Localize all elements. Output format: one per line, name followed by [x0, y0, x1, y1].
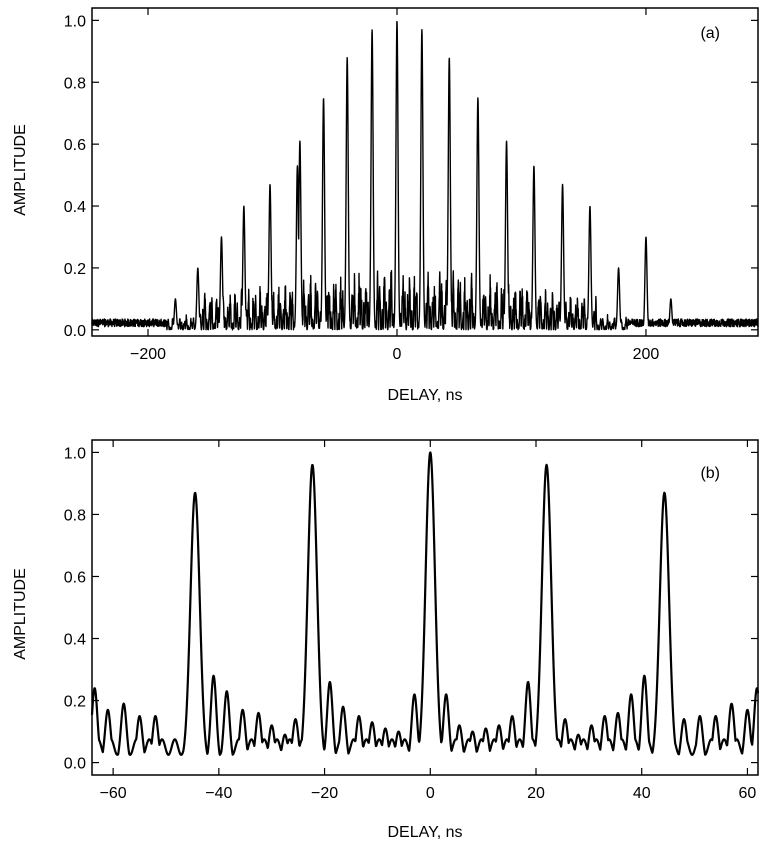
panel-a-ytick-label: 0.2 — [64, 261, 86, 278]
panel-a-plot — [91, 20, 759, 331]
panel-a-ytick-label: 1.0 — [64, 13, 86, 30]
panel-b-xtick-label: 40 — [633, 785, 651, 802]
panel-b-frame — [91, 439, 759, 776]
panel-a-label: (a) — [700, 25, 720, 42]
panel-b-xtick-label: 60 — [739, 785, 757, 802]
panel-a-xtick-label: −200 — [130, 346, 166, 363]
panel-a-ytick-label: 0.8 — [64, 75, 86, 92]
panel-a-ticks: −200 0 200 0.0 0.2 0.4 0.6 0.8 1.0 — [64, 8, 758, 363]
panel-b-ytick-label: 0.2 — [64, 694, 86, 711]
panel-a-xtick-label: 0 — [393, 346, 402, 363]
panel-a-xlabel: DELAY, ns — [387, 387, 462, 404]
panel-b-signal-line — [90, 451, 760, 756]
panel-a-ytick-label: 0.0 — [64, 323, 86, 340]
panel-a-ylabel: AMPLITUDE — [12, 124, 29, 216]
panel-b-ytick-label: 0.8 — [64, 507, 86, 524]
panel-b-plot — [90, 451, 760, 756]
panel-b-xtick-label: 0 — [426, 785, 435, 802]
panel-b-ytick-label: 0.4 — [64, 632, 86, 649]
panel-b-xtick-label: 20 — [527, 785, 545, 802]
panel-a-ytick-label: 0.4 — [64, 199, 86, 216]
panel-b-ticks: −60 −40 −20 0 20 40 60 0.0 0.2 0.4 0.6 0.8 1.0 — [64, 440, 758, 802]
panel-b-xtick-label: −20 — [311, 785, 338, 802]
panel-b-ytick-label: 0.0 — [64, 756, 86, 773]
panel-a-frame — [91, 7, 759, 337]
panel-b-ytick-label: 1.0 — [64, 445, 86, 462]
panel-b-xlabel: DELAY, ns — [387, 824, 462, 841]
panel-a: (a) DELAY, ns AMPLITUDE −200 0 200 0.0 0.2 0.… — [12, 7, 759, 404]
panel-b-label: (b) — [700, 465, 720, 482]
panel-a-signal-line — [91, 20, 759, 331]
panel-b-xtick-label: −60 — [100, 785, 127, 802]
panel-a-ytick-label: 0.6 — [64, 137, 86, 154]
panel-b-xtick-label: −40 — [205, 785, 232, 802]
panel-a-xtick-label: 200 — [633, 346, 660, 363]
panel-b-ytick-label: 0.6 — [64, 569, 86, 586]
panel-b-ylabel: AMPLITUDE — [12, 568, 29, 660]
panel-b: (b) DELAY, ns AMPLITUDE −60 −40 −20 0 20 40 60… — [12, 439, 760, 841]
